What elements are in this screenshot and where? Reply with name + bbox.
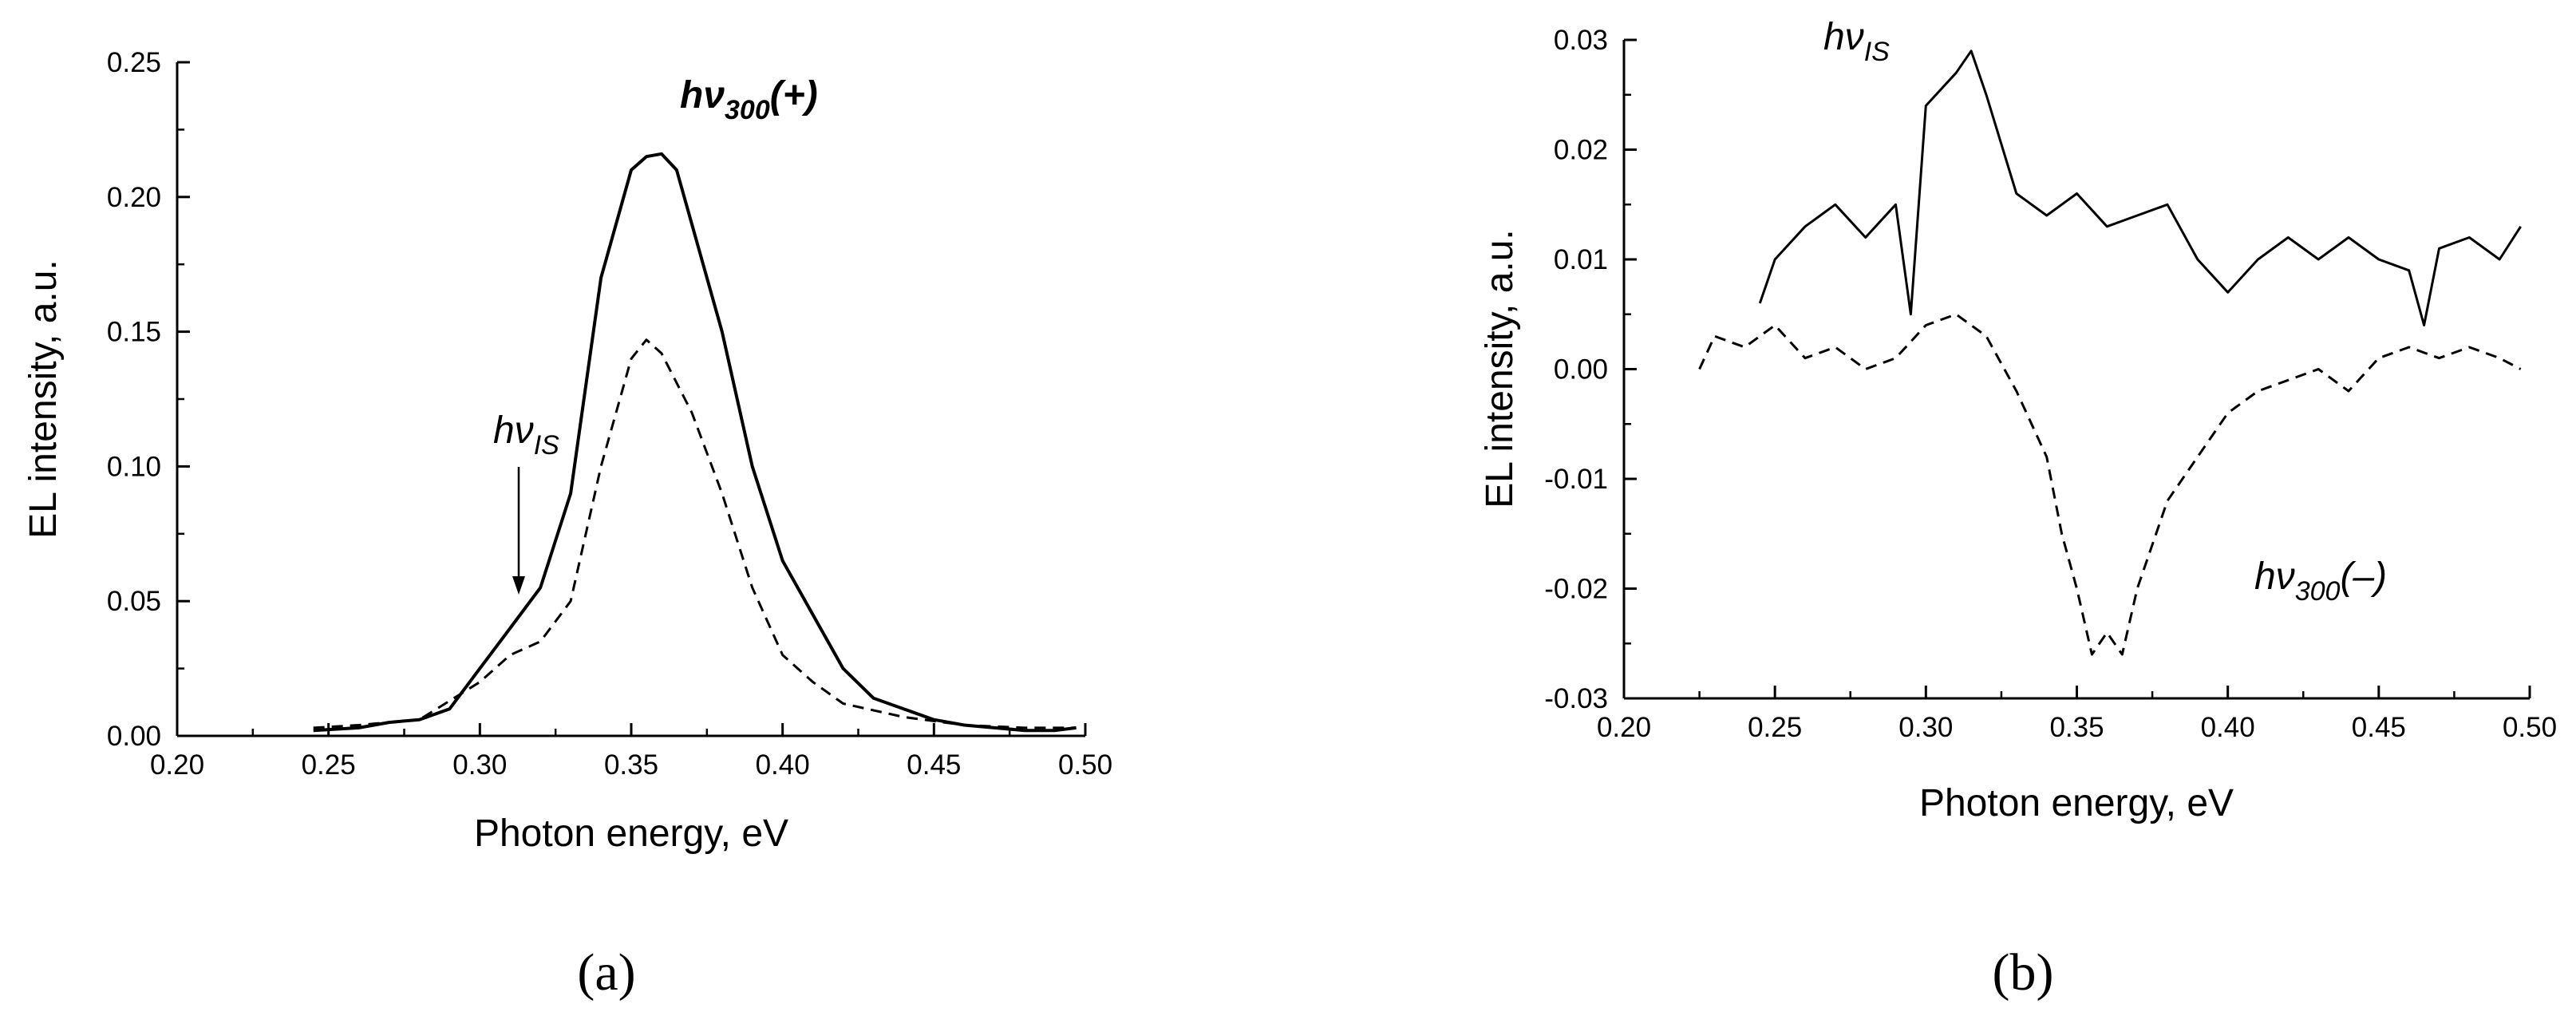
x-tick-label-b: 0.45 (2352, 712, 2406, 743)
annotation-hv300-minus-sub: 300 (2295, 576, 2341, 607)
x-tick-label-b: 0.35 (2049, 712, 2104, 743)
series-line-b-dashed (1698, 313, 2522, 656)
annotation-hvis-a-base: hν (493, 409, 534, 452)
y-tick-label-a: 0.05 (107, 586, 161, 617)
x-tick-label-a: 0.30 (452, 749, 507, 781)
x-tick-label-b: 0.40 (2201, 712, 2255, 743)
y-tick-label-a: 0.15 (107, 317, 161, 348)
annotation-hvis-a-sub: IS (534, 430, 559, 461)
y-tick-label-b: 0.00 (1554, 354, 1608, 385)
x-tick-label-b: 0.30 (1898, 712, 1953, 743)
y-tick-label-b: -0.03 (1544, 683, 1608, 714)
x-tick-label-a: 0.50 (1058, 749, 1112, 781)
y-tick-label-b: 0.03 (1554, 25, 1608, 56)
y-tick-label-b: -0.02 (1544, 574, 1608, 605)
x-tick-label-a: 0.45 (907, 749, 961, 781)
x-axis-title-b: Photon energy, eV (1919, 782, 2234, 824)
annotation-hv300-plus: hν300(+) (680, 74, 818, 125)
y-axis-title-b: EL intensity, a.u. (1479, 229, 1521, 508)
series-line-a-solid (313, 152, 1077, 733)
x-tick-label-b: 0.25 (1748, 712, 1802, 743)
x-axis-b: 0.20 0.25 0.30 0.35 0.40 0.45 0.50 (1597, 686, 2557, 743)
annotation-hv300-minus-base: hν (2254, 555, 2295, 598)
y-axis-b: -0.03 -0.02 -0.01 0.00 0.01 0.02 0.03 (1544, 25, 1637, 714)
x-axis-a: 0.20 0.25 0.30 0.35 0.40 0.45 0.50 (150, 723, 1112, 781)
y-axis-a: 0.00 0.05 0.10 0.15 0.20 0.25 (107, 47, 190, 752)
chart-panel-a: 0.20 0.25 0.30 0.35 0.40 0.45 0.50 0.00 0.05 0.1… (22, 47, 1112, 1002)
annotation-hv300-plus-base: hν (680, 74, 725, 117)
series-line-a-dashed (313, 338, 1077, 729)
y-tick-label-b: 0.01 (1554, 244, 1608, 275)
panel-label-a: (a) (577, 943, 635, 1002)
y-tick-label-b: -0.01 (1544, 464, 1608, 495)
annotation-hvis-b-base: hν (1823, 16, 1864, 58)
y-axis-title-a: EL intensity, a.u. (22, 259, 65, 539)
annotation-hvis-b-sub: IS (1864, 37, 1890, 67)
chart-panel-b: 0.20 0.25 0.30 0.35 0.40 0.45 0.50 -0.03-0.02-… (1479, 16, 2557, 1002)
panel-label-b: (b) (1993, 943, 2054, 1002)
x-axis-title-a: Photon energy, eV (474, 812, 788, 855)
annotation-hvis-b: hνIS (1823, 16, 1890, 67)
annotation-hv300-minus-suffix: (–) (2340, 555, 2387, 598)
x-tick-label-a: 0.35 (604, 749, 658, 781)
x-tick-label-b: 0.20 (1597, 712, 1651, 743)
annotation-hv300-plus-sub: 300 (725, 95, 770, 125)
x-tick-label-a: 0.20 (150, 749, 204, 781)
annotation-hvis-a: hνIS (493, 409, 559, 461)
series-group-a (313, 152, 1077, 733)
y-tick-label-b: 0.02 (1554, 135, 1608, 166)
y-tick-label-a: 0.20 (107, 182, 161, 213)
annotation-hv300-minus: hν300(–) (2254, 555, 2387, 607)
series-line-b-solid (1758, 49, 2522, 326)
annotation-hv300-plus-suffix: (+) (770, 74, 818, 117)
x-tick-label-b: 0.50 (2503, 712, 2557, 743)
series-group-b (1698, 49, 2522, 656)
y-tick-label-a: 0.00 (107, 721, 161, 752)
y-tick-label-a: 0.25 (107, 47, 161, 78)
x-tick-label-a: 0.25 (302, 749, 356, 781)
y-tick-label-a: 0.10 (107, 451, 161, 482)
annotation-arrow-head (512, 576, 525, 595)
x-tick-label-a: 0.40 (756, 749, 810, 781)
